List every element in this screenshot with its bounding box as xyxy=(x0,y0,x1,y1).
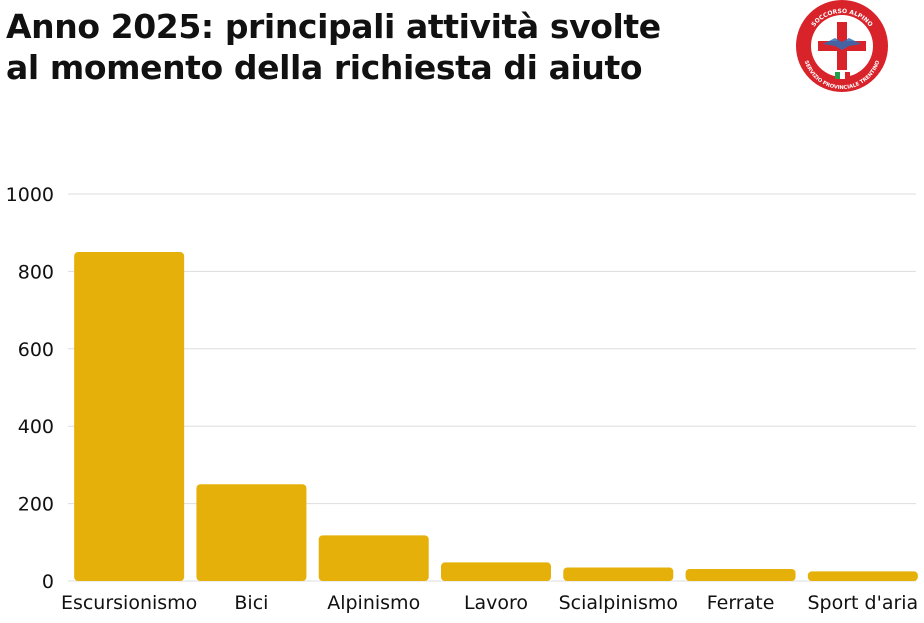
soccorso-alpino-logo: SOCCORSO ALPINO SERVIZIO PROVINCIALE TRE… xyxy=(796,0,888,92)
y-axis-ticks: 0 200 400 600 800 1000 xyxy=(6,184,54,593)
x-category-label: Bici xyxy=(234,592,268,614)
bar-sport-d-aria xyxy=(807,571,918,581)
y-tick-label: 0 xyxy=(42,571,54,593)
x-category-label: Lavoro xyxy=(464,592,528,614)
bar-ferrate xyxy=(685,569,796,581)
y-tick-label: 200 xyxy=(18,494,54,516)
bar-lavoro xyxy=(441,562,551,581)
logo-flag-red xyxy=(845,72,850,79)
logo-flag-green xyxy=(835,72,840,79)
bar-scialpinismo xyxy=(563,567,674,581)
y-tick-label: 800 xyxy=(18,261,54,283)
title-line-2: al momento della richiesta di aiuto xyxy=(6,48,643,87)
y-tick-label: 1000 xyxy=(6,184,54,206)
chart-title: Anno 2025: principali attività svolte al… xyxy=(6,6,766,88)
x-category-label: Scialpinismo xyxy=(559,592,678,614)
x-category-label: Ferrate xyxy=(707,592,775,614)
x-category-label: Sport d'aria xyxy=(807,592,918,614)
logo-eagle-icon xyxy=(823,38,861,50)
x-category-label: Alpinismo xyxy=(327,592,420,614)
x-category-label: Escursionismo xyxy=(61,592,197,614)
bar-alpinismo xyxy=(318,535,429,581)
title-line-1: Anno 2025: principali attività svolte xyxy=(6,7,661,46)
grid-lines xyxy=(68,193,916,582)
bars xyxy=(74,252,918,582)
bar-escursionismo xyxy=(74,252,185,582)
x-axis-categories: Escursionismo Bici Alpinismo Lavoro Scialpin… xyxy=(61,592,918,614)
logo-flag-white xyxy=(840,72,845,79)
y-tick-label: 600 xyxy=(18,339,54,361)
bar-bici xyxy=(196,484,307,581)
y-tick-label: 400 xyxy=(18,416,54,438)
